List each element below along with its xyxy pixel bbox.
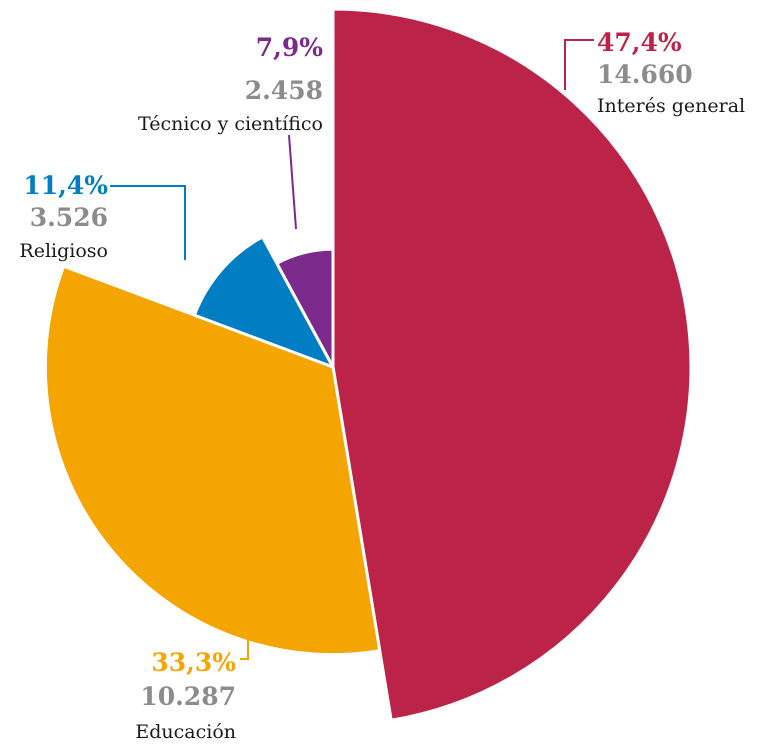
- slice-count-label-tecnico-cientifico: 2.458: [245, 76, 323, 105]
- pie-slice-interes-general: [331, 7, 693, 722]
- slice-percent-label-educacion: 33,3%: [151, 648, 236, 677]
- slice-name-label-tecnico-cientifico: Técnico y científico: [138, 113, 323, 135]
- slice-count-label-educacion: 10.287: [140, 682, 236, 711]
- leader-line-educacion: [240, 637, 249, 660]
- slice-count-label-interes-general: 14.660: [597, 60, 693, 89]
- leader-line-interes-general: [564, 39, 594, 90]
- leader-line-religioso: [110, 185, 186, 260]
- pie-slice-educacion: [43, 264, 382, 657]
- pie-slice-tecnico-y-cientifico: [275, 247, 335, 369]
- slices-layer: [43, 7, 693, 722]
- slice-name-label-educacion: Educación: [135, 721, 236, 743]
- labels-layer: 47,4% 14.660 Interés general 33,3% 10.28…: [19, 28, 745, 743]
- slice-name-label-religioso: Religioso: [19, 240, 108, 262]
- pie-slice-religioso: [192, 235, 335, 369]
- slice-percent-label-tecnico-cientifico: 7,9%: [256, 33, 323, 62]
- leader-line-tecnico-y-cientifico: [288, 134, 297, 230]
- slice-percent-label-religioso: 11,4%: [23, 171, 108, 200]
- slice-count-label-religioso: 3.526: [30, 203, 108, 232]
- slice-percent-label-interes-general: 47,4%: [597, 28, 682, 57]
- leaders-layer: [110, 39, 594, 660]
- slice-name-label-interes-general: Interés general: [597, 95, 745, 117]
